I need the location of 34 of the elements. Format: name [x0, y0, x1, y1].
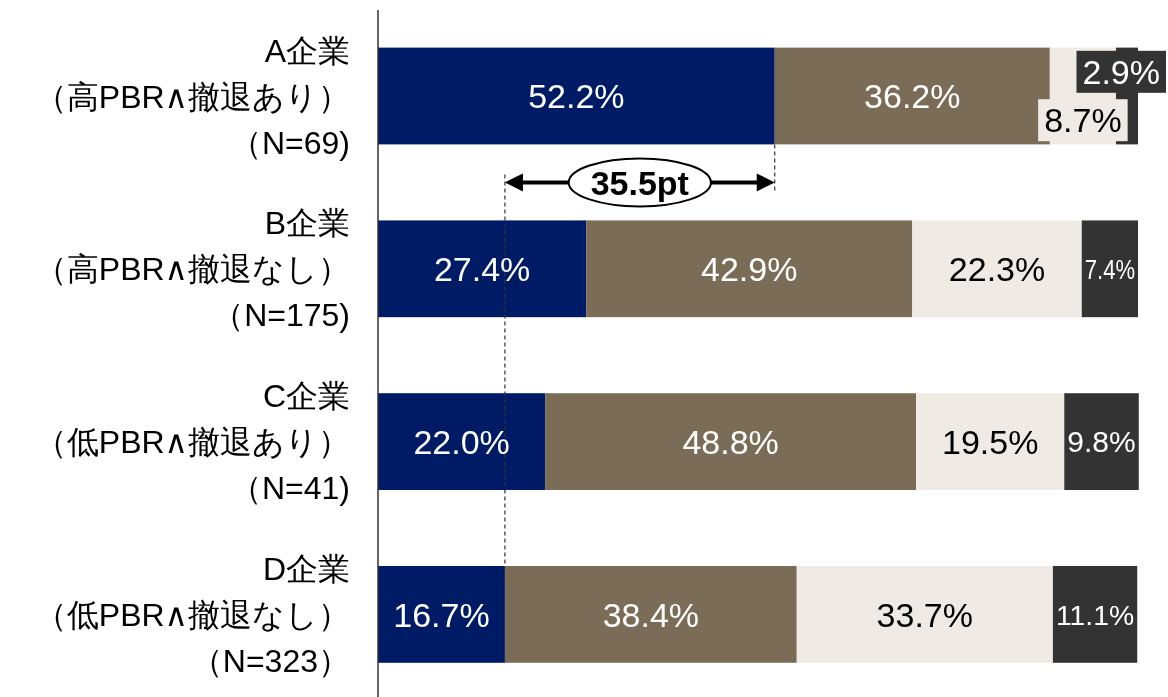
data-label: 16.7% — [393, 595, 490, 634]
data-label: 42.9% — [701, 250, 798, 289]
data-label: 9.8% — [1067, 425, 1136, 459]
data-label: 19.5% — [941, 422, 1039, 461]
bar — [916, 393, 1065, 490]
y-tick-label: D企業（低PBR∧撤退なし）（N=323） — [34, 550, 350, 679]
bar — [1064, 393, 1139, 490]
bar — [378, 393, 546, 490]
bar — [378, 47, 775, 145]
data-label: 33.7% — [876, 595, 974, 634]
data-label: 52.2% — [528, 77, 625, 116]
bar — [912, 220, 1082, 318]
data-label: 8.7% — [1044, 101, 1122, 140]
data-label: 38.4% — [602, 595, 700, 634]
bar — [586, 220, 913, 318]
bar — [1081, 220, 1138, 318]
data-label: 7.4% — [1084, 253, 1149, 285]
data-label: 48.8% — [682, 422, 779, 461]
data-label: 11.1% — [1055, 598, 1135, 631]
data-label: 22.3% — [948, 250, 1046, 289]
bar — [504, 566, 797, 663]
data-label: 27.4% — [433, 250, 531, 289]
y-tick-label: A企業（高PBR∧撤退あり）（N=69) — [34, 32, 350, 161]
bar — [378, 566, 505, 663]
bar — [1052, 566, 1138, 663]
y-tick-label: C企業（低PBR∧撤退あり）（N=41) — [34, 378, 350, 507]
annotation: 35.5pt — [590, 163, 689, 202]
bar — [545, 393, 917, 490]
bar — [796, 566, 1053, 663]
data-label: 22.0% — [413, 422, 510, 461]
data-label: 36.2% — [864, 77, 961, 116]
y-tick-label: B企業（高PBR∧撤退なし）（N=175) — [34, 205, 350, 334]
data-label: 2.9% — [1082, 53, 1160, 92]
bar — [378, 220, 587, 318]
